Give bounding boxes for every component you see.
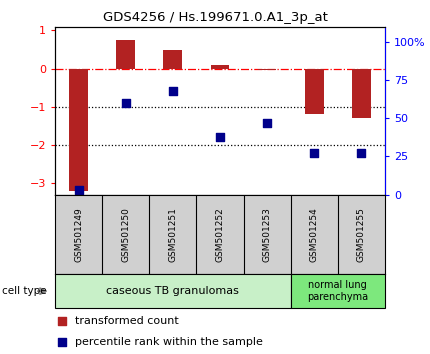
Point	[75, 187, 82, 193]
Point	[169, 88, 176, 93]
Point	[216, 134, 224, 139]
Text: normal lung
parenchyma: normal lung parenchyma	[307, 280, 369, 302]
Point	[58, 340, 65, 346]
Text: cell type: cell type	[2, 286, 47, 296]
Bar	[291, 274, 385, 308]
Bar	[163, 50, 182, 69]
Text: GDS4256 / Hs.199671.0.A1_3p_at: GDS4256 / Hs.199671.0.A1_3p_at	[103, 11, 327, 24]
Point	[58, 318, 65, 324]
Text: transformed count: transformed count	[75, 316, 178, 326]
Text: GSM501255: GSM501255	[357, 207, 366, 262]
Bar	[55, 274, 291, 308]
Text: GSM501251: GSM501251	[168, 207, 177, 262]
Point	[264, 120, 270, 126]
Bar	[258, 69, 276, 70]
Bar	[69, 69, 88, 191]
Text: GSM501252: GSM501252	[215, 207, 224, 262]
Point	[122, 100, 129, 106]
Point	[311, 150, 318, 156]
Bar	[352, 69, 371, 118]
Text: GSM501253: GSM501253	[263, 207, 272, 262]
Point	[358, 150, 365, 156]
Text: GSM501254: GSM501254	[310, 207, 319, 262]
Bar	[305, 69, 324, 114]
Bar	[211, 65, 229, 69]
Text: GSM501249: GSM501249	[74, 207, 83, 262]
Text: GSM501250: GSM501250	[121, 207, 130, 262]
Text: percentile rank within the sample: percentile rank within the sample	[75, 337, 263, 348]
Text: caseous TB granulomas: caseous TB granulomas	[106, 286, 239, 296]
Bar	[116, 40, 135, 69]
